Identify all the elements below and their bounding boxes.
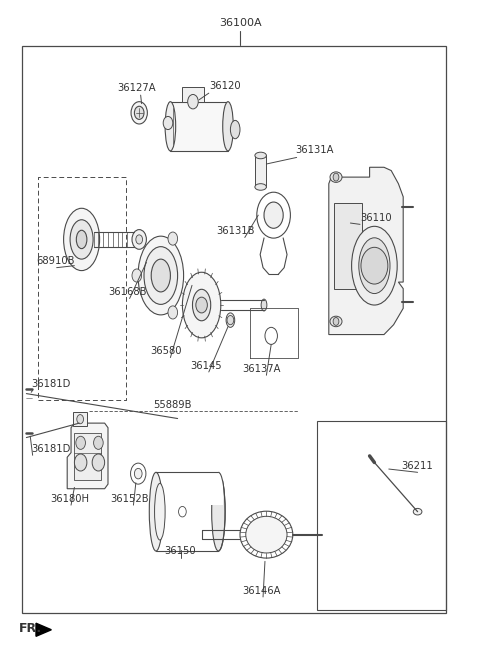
Ellipse shape	[413, 508, 422, 515]
Ellipse shape	[76, 230, 87, 249]
Bar	[74, 433, 101, 480]
Bar	[317, 421, 446, 610]
Circle shape	[132, 269, 142, 282]
Text: FR.: FR.	[19, 622, 42, 635]
Ellipse shape	[151, 259, 170, 292]
Circle shape	[168, 232, 178, 245]
Ellipse shape	[359, 238, 390, 294]
Bar	[255, 155, 266, 187]
Text: 36180H: 36180H	[50, 494, 89, 504]
Circle shape	[134, 106, 144, 119]
Circle shape	[333, 318, 339, 325]
Circle shape	[77, 415, 84, 424]
Ellipse shape	[138, 236, 184, 315]
Ellipse shape	[70, 220, 93, 259]
Ellipse shape	[246, 516, 287, 553]
Text: 36127A: 36127A	[118, 83, 156, 93]
Ellipse shape	[351, 226, 397, 305]
Text: 36110: 36110	[360, 213, 392, 223]
Ellipse shape	[192, 289, 211, 321]
Circle shape	[227, 316, 234, 325]
Text: 68910B: 68910B	[36, 256, 74, 266]
Circle shape	[94, 436, 103, 449]
Ellipse shape	[223, 102, 233, 151]
Polygon shape	[67, 423, 108, 489]
Bar	[73, 412, 87, 426]
Ellipse shape	[226, 313, 235, 327]
Text: 36181D: 36181D	[31, 379, 71, 389]
Text: 36137A: 36137A	[242, 364, 281, 374]
Circle shape	[168, 306, 178, 319]
Text: 36580: 36580	[150, 346, 181, 356]
Ellipse shape	[63, 208, 100, 270]
Text: 36120: 36120	[209, 81, 240, 91]
Bar	[22, 46, 446, 613]
Text: 36152B: 36152B	[110, 494, 149, 504]
Bar	[182, 87, 204, 102]
Ellipse shape	[188, 94, 198, 109]
FancyBboxPatch shape	[192, 466, 223, 505]
Circle shape	[131, 102, 147, 124]
Ellipse shape	[155, 483, 165, 540]
Ellipse shape	[230, 121, 240, 139]
Text: 36211: 36211	[402, 461, 433, 471]
Ellipse shape	[330, 316, 342, 327]
Text: 55889B: 55889B	[154, 400, 192, 410]
Ellipse shape	[182, 272, 221, 338]
Polygon shape	[36, 623, 51, 636]
Ellipse shape	[149, 472, 163, 551]
Circle shape	[132, 230, 146, 249]
Circle shape	[74, 454, 87, 471]
Ellipse shape	[261, 299, 267, 311]
Circle shape	[136, 235, 143, 244]
Bar	[334, 203, 362, 289]
FancyBboxPatch shape	[170, 102, 228, 151]
Circle shape	[333, 173, 339, 181]
Text: 36181D: 36181D	[31, 444, 71, 454]
Text: 36150: 36150	[164, 546, 196, 556]
Ellipse shape	[144, 247, 178, 304]
Text: 36131A: 36131A	[295, 146, 334, 155]
Ellipse shape	[255, 152, 266, 159]
Text: 36100A: 36100A	[219, 18, 261, 28]
Circle shape	[134, 468, 142, 479]
Circle shape	[92, 454, 105, 471]
Circle shape	[76, 436, 85, 449]
Ellipse shape	[212, 472, 225, 551]
Ellipse shape	[255, 184, 266, 190]
Text: 36146A: 36146A	[242, 586, 281, 596]
Polygon shape	[329, 167, 403, 335]
Circle shape	[264, 202, 283, 228]
Circle shape	[361, 247, 388, 284]
Text: 36168B: 36168B	[108, 287, 146, 297]
Text: 36131B: 36131B	[216, 226, 254, 236]
Circle shape	[163, 117, 173, 129]
Ellipse shape	[165, 102, 176, 151]
Ellipse shape	[330, 172, 342, 182]
Circle shape	[196, 297, 207, 313]
Text: 36145: 36145	[191, 361, 222, 371]
